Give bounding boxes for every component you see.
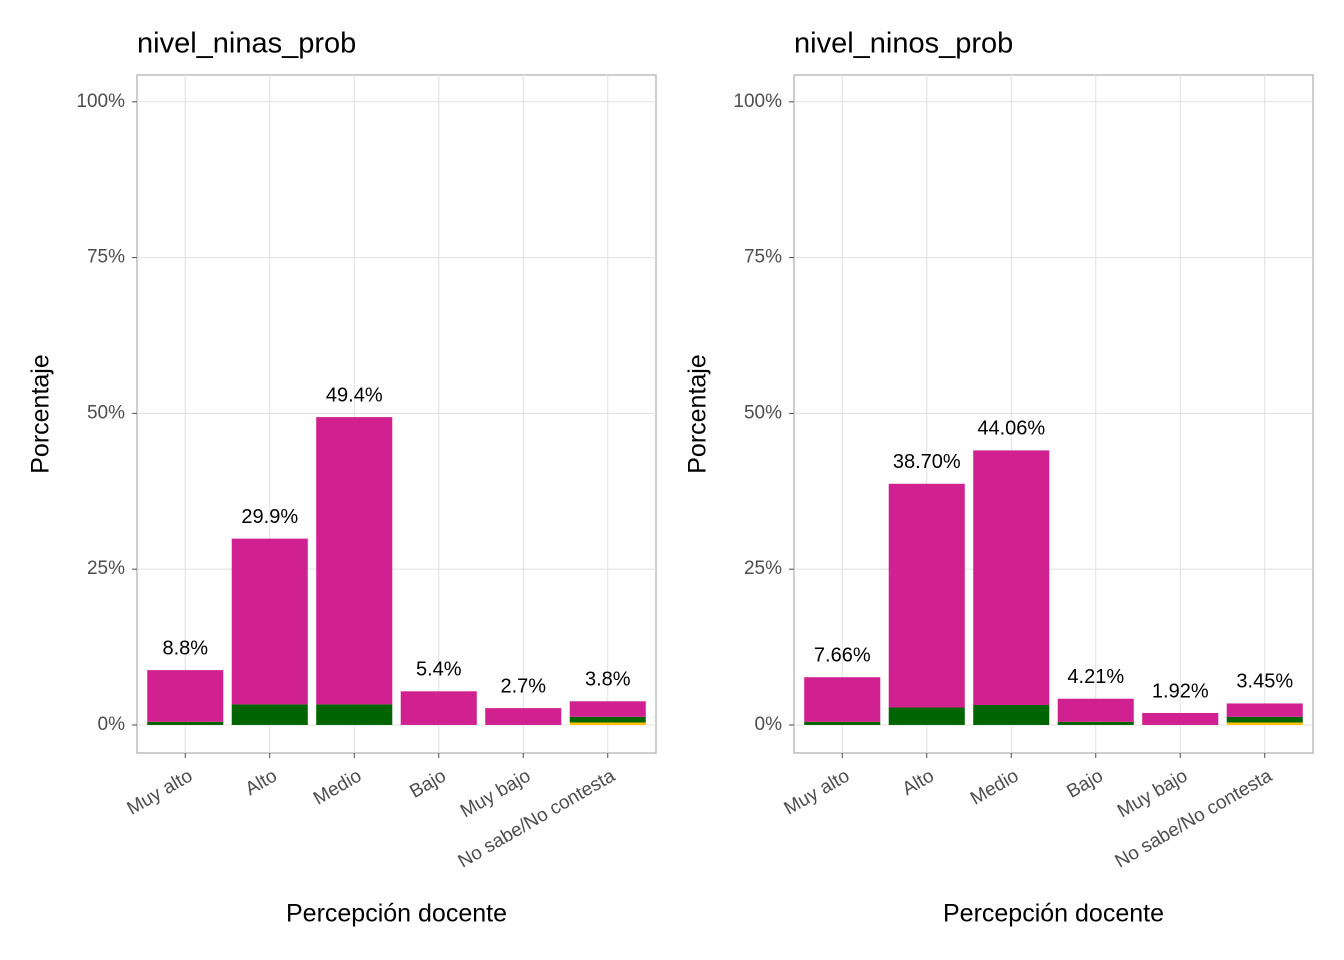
x-axis-title: Percepción docente <box>943 900 1164 928</box>
total-label: 2.7% <box>500 675 546 697</box>
panel-border <box>136 74 657 754</box>
bar-segment <box>973 705 1050 725</box>
bar-segment <box>973 450 1050 706</box>
bar-segment <box>1226 716 1303 723</box>
y-tick-label: 25% <box>87 558 125 579</box>
total-label: 8.8% <box>162 637 208 659</box>
total-label: 7.66% <box>814 645 871 667</box>
y-tick-label: 100% <box>733 91 782 112</box>
x-tick-label: Muy bajo <box>1114 765 1191 822</box>
x-tick-label: Muy alto <box>124 765 197 819</box>
bar-segment <box>1226 703 1303 717</box>
total-label: 44.06% <box>977 418 1045 440</box>
x-tick-label: Alto <box>242 765 281 800</box>
x-tick-label: No sabe/No contesta <box>455 765 620 872</box>
y-tick-label: 50% <box>87 402 125 423</box>
bar-segment <box>1057 698 1134 722</box>
x-tick-label: Medio <box>967 765 1022 809</box>
bar-segment <box>569 722 646 725</box>
bar-segment <box>485 708 562 725</box>
bar-segment <box>231 704 308 725</box>
bar-segment <box>804 721 881 725</box>
total-label: 3.45% <box>1236 671 1293 693</box>
bar-segment <box>1226 722 1303 725</box>
y-tick-label: 50% <box>744 402 782 423</box>
bar-segment <box>316 704 393 725</box>
bar-segment <box>888 483 965 708</box>
y-tick-label: 75% <box>87 247 125 268</box>
x-axis-title: Percepción docente <box>286 900 507 928</box>
total-label: 3.8% <box>585 669 631 691</box>
bar-segment <box>231 538 308 705</box>
y-axis-title: Porcentaje <box>27 354 55 474</box>
bar-segment <box>569 716 646 723</box>
y-tick-label: 0% <box>98 714 126 735</box>
x-tick-label: Muy alto <box>781 765 854 819</box>
bar-segment <box>316 417 393 705</box>
bar-segment <box>1057 721 1134 725</box>
total-label: 38.70% <box>893 451 961 473</box>
x-tick-label: Bajo <box>1063 765 1106 802</box>
bar-segment <box>1142 712 1219 725</box>
x-tick-label: Alto <box>899 765 938 800</box>
bar-segment <box>147 721 224 725</box>
chart-title: nivel_ninos_prob <box>794 28 1013 60</box>
total-label: 5.4% <box>416 659 462 681</box>
total-label: 4.21% <box>1067 666 1124 688</box>
total-label: 49.4% <box>326 384 383 406</box>
chart-title: nivel_ninas_prob <box>137 28 356 60</box>
bar-segment <box>400 691 477 725</box>
x-tick-label: Muy bajo <box>457 765 534 822</box>
y-tick-label: 100% <box>76 91 125 112</box>
bar-segment <box>888 707 965 725</box>
y-tick-label: 0% <box>755 714 783 735</box>
x-tick-label: Medio <box>310 765 365 809</box>
x-tick-label: Bajo <box>406 765 449 802</box>
x-tick-label: No sabe/No contesta <box>1112 765 1277 872</box>
total-label: 1.92% <box>1152 680 1209 702</box>
bar-segment <box>569 701 646 717</box>
y-axis-title: Porcentaje <box>684 354 712 474</box>
total-label: 29.9% <box>241 506 298 528</box>
bar-segment <box>147 670 224 722</box>
y-tick-label: 25% <box>744 558 782 579</box>
y-tick-label: 75% <box>744 247 782 268</box>
bar-segment <box>804 677 881 722</box>
panel-border <box>793 74 1314 754</box>
